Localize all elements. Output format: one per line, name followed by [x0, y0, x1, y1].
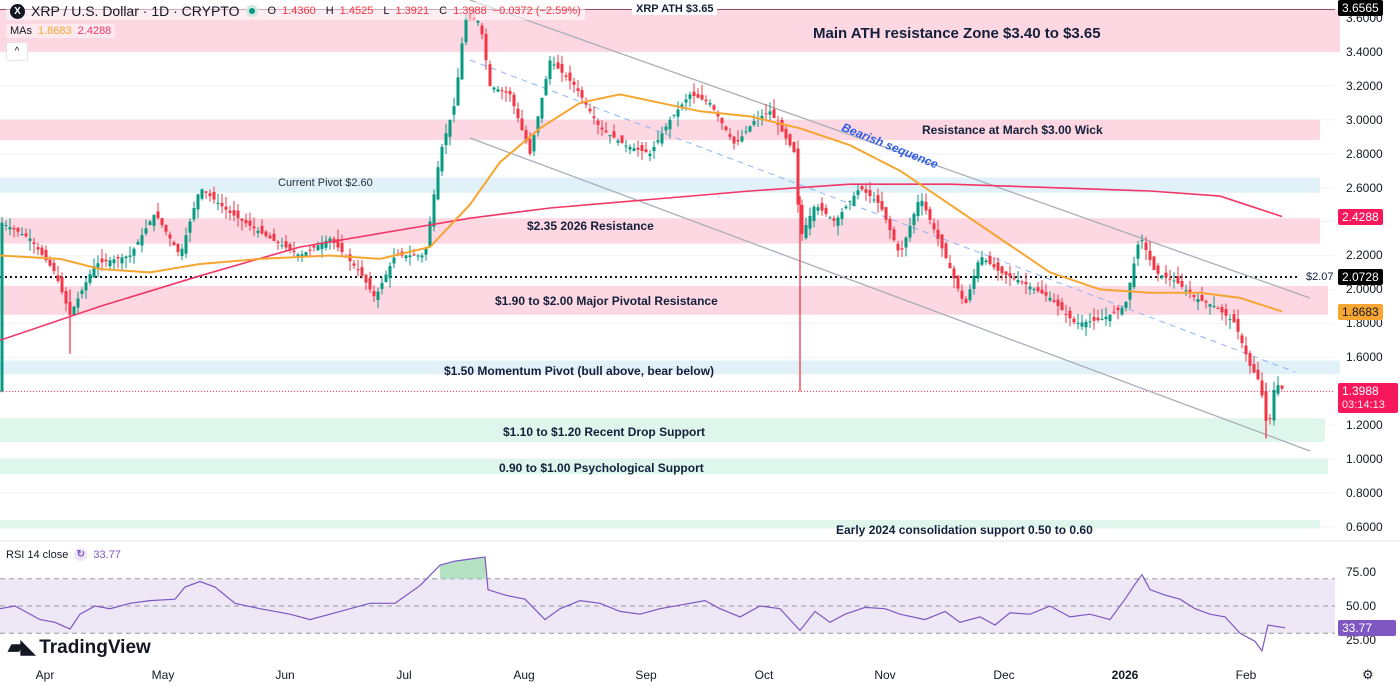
collapse-legend-button[interactable]: ^	[6, 42, 28, 61]
annotation-pivot-150: $1.50 Momentum Pivot (bull above, bear b…	[444, 364, 715, 378]
low-value: 1.3921	[395, 5, 430, 17]
time-tick: Oct	[754, 668, 774, 682]
xrp-logo-icon: X	[10, 3, 25, 19]
price-tick: 2.2000	[1346, 248, 1383, 263]
time-tick: Nov	[874, 668, 896, 682]
price-tick: 0.6000	[1346, 519, 1383, 534]
time-tick: Aug	[513, 668, 535, 682]
high-value: 1.4525	[339, 5, 374, 17]
zone-resistance	[0, 218, 1320, 244]
rsi-legend[interactable]: RSI 14 close ↻ 33.77	[6, 548, 121, 561]
time-tick: 2026	[1111, 668, 1139, 682]
price-tick: 3.2000	[1346, 78, 1383, 93]
price-tag-ma1: 1.8683	[1338, 303, 1383, 320]
last-price-tag: 1.3988 03:14:13	[1338, 383, 1398, 414]
rsi-value: 33.77	[93, 548, 121, 561]
price-tick: 1.2000	[1346, 418, 1383, 433]
time-tick: Apr	[35, 668, 55, 682]
price-tick: 3.0000	[1346, 112, 1383, 127]
annotation-res-235: $2.35 2026 Resistance	[527, 219, 654, 233]
chevron-up-icon: ^	[14, 46, 20, 57]
time-tick: Jul	[396, 668, 412, 682]
symbol-legend: X XRP / U.S. Dollar · 1D · CRYPTO O 1.436…	[6, 2, 585, 20]
zone-support	[0, 520, 1320, 529]
price-tick: 3.4000	[1346, 44, 1383, 59]
price-tag-level: 2.0728	[1338, 269, 1383, 286]
price-tag-ath: 3.6565	[1338, 0, 1383, 17]
zone-support	[0, 418, 1325, 443]
price-tick: 1.8000	[1346, 316, 1383, 331]
time-tick: Dec	[993, 668, 1015, 682]
moving-averages-legend[interactable]: MAs 1.8683 2.4288	[6, 24, 116, 38]
market-status-icon	[245, 5, 258, 17]
zone-pivot	[0, 360, 1340, 375]
annotation-sup-110-120: $1.10 to $1.20 Recent Drop Support	[503, 425, 706, 439]
ma200-line	[0, 183, 1283, 342]
zone-resistance	[0, 119, 1320, 141]
ma200-value: 2.4288	[77, 25, 112, 37]
annotation-sup-050-060: Early 2024 consolidation support 0.50 to…	[836, 523, 1093, 537]
price-tick: 1.6000	[1346, 350, 1383, 365]
price-tick: 1.0000	[1346, 452, 1383, 466]
tradingview-mark-icon: ▰◣	[8, 637, 35, 658]
ma50-line	[0, 93, 1283, 313]
annotation-pivot-260: Current Pivot $2.60	[278, 177, 373, 189]
settings-gear-icon[interactable]: ⚙	[1362, 667, 1374, 682]
time-tick: Sep	[635, 668, 657, 682]
zone-support	[0, 459, 1328, 475]
ma50-value: 1.8683	[38, 25, 72, 37]
annotation-level-207: $2.07	[1306, 271, 1334, 283]
rsi-tick: 25.00	[1346, 633, 1377, 647]
open-value: 1.4360	[282, 5, 316, 17]
price-tick: 0.8000	[1346, 485, 1383, 500]
price-tick: 2.6000	[1346, 180, 1383, 195]
annotation-ath-zone: Main ATH resistance Zone $3.40 to $3.65	[813, 25, 1101, 42]
zone-pivot	[0, 177, 1320, 193]
time-tick: Jun	[275, 668, 295, 682]
annotation-ath-line: XRP ATH $3.65	[632, 3, 718, 15]
annotation-sup-090-100: 0.90 to $1.00 Psychological Support	[499, 461, 704, 475]
rsi-tick: 50.00	[1346, 599, 1377, 613]
close-value: 1.3988	[453, 5, 487, 17]
price-tick: 2.8000	[1346, 146, 1383, 161]
change-value: −0.0372 (−2.59%)	[492, 5, 581, 17]
annotation-res-190-200: $1.90 to $2.00 Major Pivotal Resistance	[495, 294, 718, 308]
rsi-value-tag: 33.77	[1338, 620, 1396, 637]
symbol-title[interactable]: XRP / U.S. Dollar · 1D · CRYPTO	[31, 3, 240, 19]
time-tick: May	[151, 668, 175, 682]
rsi-tick: 75.00	[1346, 565, 1377, 579]
annotation-march-wick: Resistance at March $3.00 Wick	[922, 123, 1103, 137]
price-tag-ma2: 2.4288	[1338, 208, 1383, 225]
rsi-line	[0, 556, 1286, 653]
time-tick: Feb	[1235, 668, 1257, 682]
price-tick: 2.0000	[1346, 282, 1383, 297]
tradingview-logo[interactable]: ▰◣ TradingView	[8, 636, 151, 659]
refresh-icon: ↻	[74, 548, 88, 561]
